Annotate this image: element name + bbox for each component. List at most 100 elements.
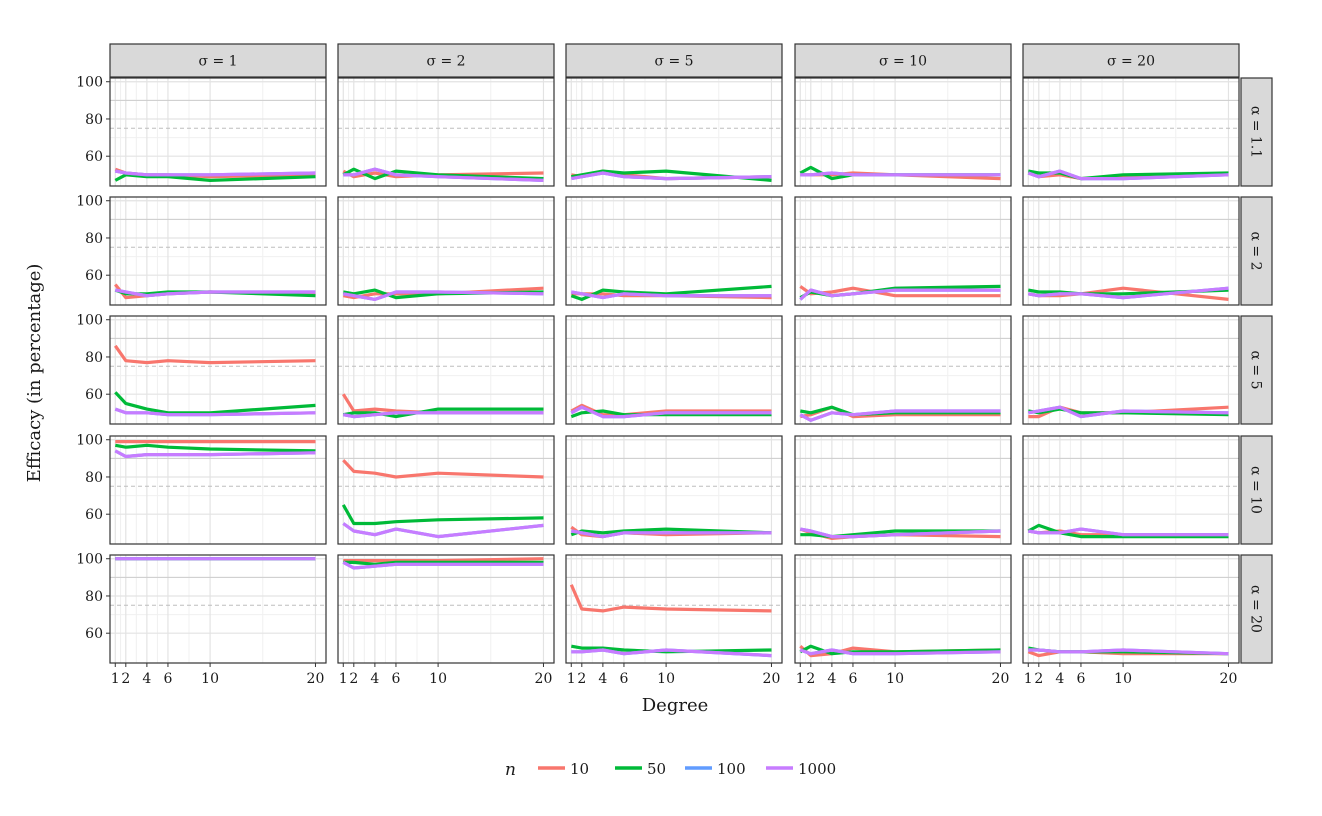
facet-strips: σ = 1 σ = 2 σ = 5 σ = 10 σ = 20 α = 1.1 α = 2 α… <box>109 43 1273 664</box>
panel-border <box>565 435 783 545</box>
row-strip-label: α = 5 <box>1248 351 1264 390</box>
row-strip-label: α = 10 <box>1248 466 1264 514</box>
panel <box>794 554 1012 664</box>
y-tick-label: 60 <box>85 387 103 403</box>
column-strip <box>565 43 783 78</box>
panel-background <box>795 436 1011 544</box>
x-tick-label: 10 <box>429 671 447 687</box>
series-line-n-50 <box>570 409 772 419</box>
row-strip <box>1240 77 1273 187</box>
panel-background <box>1023 555 1239 663</box>
legend-item-n-10: 10 <box>538 760 589 778</box>
series-line-n-1000 <box>799 648 1001 656</box>
y-tick-label: 100 <box>76 313 103 329</box>
series-line-n-1000 <box>343 290 544 301</box>
panel <box>794 77 1012 187</box>
y-tick-label: 60 <box>85 149 103 165</box>
x-tick-label: 6 <box>1076 671 1085 687</box>
x-tick-label: 20 <box>307 671 325 687</box>
x-tick-label: 1 <box>567 671 576 687</box>
series-line-n-50 <box>115 443 316 453</box>
x-tick-label: 4 <box>370 671 379 687</box>
x-tick-label: 2 <box>806 671 815 687</box>
x-tick-label: 20 <box>1220 671 1238 687</box>
panel-background <box>566 436 782 544</box>
series-line-n-50 <box>570 284 772 301</box>
x-axis-label: Degree <box>642 695 709 716</box>
x-tick-label: 1 <box>796 671 805 687</box>
column-strip-label: σ = 20 <box>1107 54 1155 70</box>
panel-background <box>566 316 782 424</box>
panel-border <box>794 77 1012 187</box>
series-line-n-50 <box>1027 523 1229 539</box>
panel-border <box>109 77 327 187</box>
x-tick-label: 20 <box>992 671 1010 687</box>
panel-background <box>338 436 554 544</box>
y-tick-label: 60 <box>85 507 103 523</box>
x-tick-label: 20 <box>763 671 781 687</box>
x-tick-label: 10 <box>1114 671 1132 687</box>
panel-border <box>565 315 783 425</box>
series-line-n-1000 <box>342 560 544 570</box>
column-strip <box>794 43 1012 78</box>
series-line-n-10 <box>342 459 544 479</box>
panel <box>1022 435 1240 545</box>
y-tick-label: 100 <box>76 75 103 91</box>
series-line-n-1000 <box>1027 169 1229 181</box>
x-tick-label: 2 <box>1034 671 1043 687</box>
panel <box>565 196 783 306</box>
panel-background <box>1023 78 1239 186</box>
panel <box>794 196 1012 306</box>
panel-background <box>795 78 1011 186</box>
panel-border <box>109 435 327 545</box>
x-tick-label: 1 <box>111 671 120 687</box>
facet-panels <box>109 77 1240 664</box>
panel-background <box>338 316 554 424</box>
panel <box>794 315 1012 425</box>
panel-border <box>1022 315 1240 425</box>
x-tick-label: 6 <box>163 671 172 687</box>
x-tick-label: 4 <box>1055 671 1064 687</box>
panel-border <box>337 77 555 187</box>
panel <box>1022 77 1240 187</box>
panel <box>337 435 555 545</box>
series-line-n-1000 <box>799 288 1001 301</box>
panel <box>109 315 327 425</box>
y-tick-label: 80 <box>85 112 103 128</box>
series-line-n-50 <box>571 169 772 182</box>
y-tick-label: 80 <box>85 231 103 247</box>
panel-background <box>1023 436 1239 544</box>
legend: n 10 50 100 1000 <box>505 760 836 780</box>
x-tick-label: 2 <box>577 671 586 687</box>
series-line-n-1000 <box>1028 405 1229 419</box>
legend-label: 1000 <box>798 760 836 778</box>
panel <box>109 554 327 664</box>
panel-border <box>1022 196 1240 306</box>
panel <box>565 315 783 425</box>
series-line-n-50 <box>342 167 544 181</box>
y-axis-label: Efficacy (in percentage) <box>24 264 45 483</box>
series-line-n-1000 <box>1028 527 1229 537</box>
column-strip-label: σ = 1 <box>198 54 237 70</box>
series-line-n-1000 <box>342 522 544 539</box>
legend-item-n-1000: 1000 <box>766 760 836 778</box>
y-tick-label: 100 <box>76 194 103 210</box>
x-tick-label: 4 <box>598 671 607 687</box>
legend-item-n-50: 50 <box>615 760 666 778</box>
legend-label: 10 <box>570 760 589 778</box>
row-strip <box>1240 435 1273 545</box>
series-line-n-1000 <box>114 449 316 459</box>
legend-title: n <box>505 760 516 780</box>
column-strip-label: σ = 10 <box>879 54 927 70</box>
legend-item-n-100: 100 <box>685 760 746 778</box>
panel-border <box>1022 77 1240 187</box>
panel-border <box>794 554 1012 664</box>
series-line-n-1000 <box>114 407 316 417</box>
panel-background <box>795 555 1011 663</box>
row-strip-label: α = 20 <box>1248 585 1264 633</box>
panel <box>109 435 327 545</box>
column-strip-label: σ = 2 <box>426 54 465 70</box>
panel-background <box>566 78 782 186</box>
series-line-n-1000 <box>799 409 1001 422</box>
